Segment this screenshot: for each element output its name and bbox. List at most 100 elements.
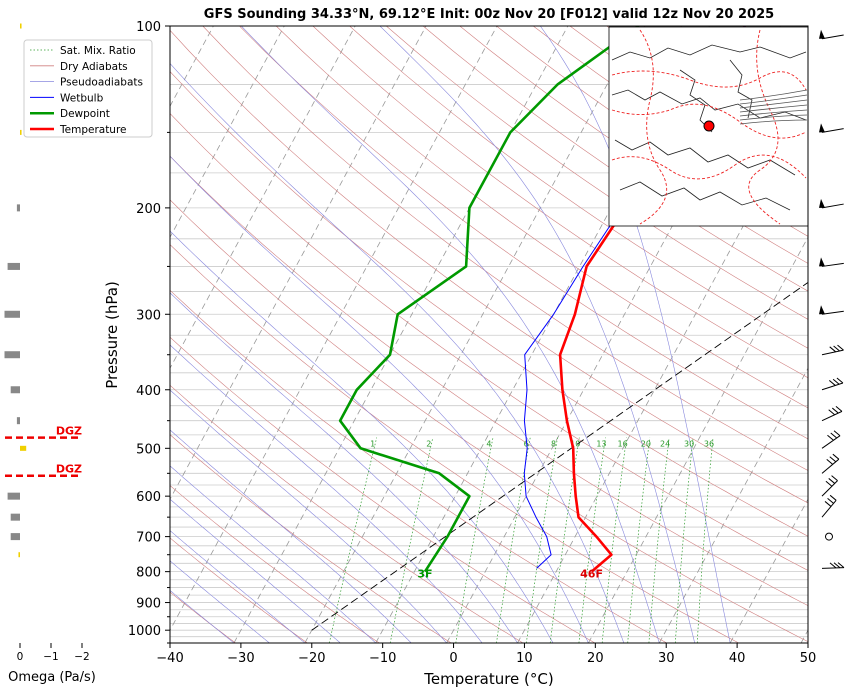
dgz-label: DGZ xyxy=(56,463,82,476)
mixing-ratio-label: 2 xyxy=(426,439,431,448)
mixing-ratio-label: 13 xyxy=(596,439,606,448)
wind-barb-feather xyxy=(832,453,840,460)
omega-tick-label: 0 xyxy=(17,651,24,663)
dry-adiabat-line xyxy=(275,26,808,409)
wind-barb-flag xyxy=(819,123,825,133)
legend: Sat. Mix. Ratio Dry Adiabats Pseudoadiabat… xyxy=(23,39,153,138)
wind-barb-feather xyxy=(829,346,837,353)
wind-barb-calm xyxy=(825,532,833,541)
dry-adiabat-line xyxy=(170,71,808,537)
omega-bar xyxy=(10,533,20,541)
x-tick-label: −10 xyxy=(369,651,396,666)
legend-entry: Temperature xyxy=(59,124,127,136)
omega-bar xyxy=(10,386,20,394)
pseudoadiabat-line xyxy=(241,26,660,643)
mixing-ratio-line xyxy=(389,437,434,643)
map-contour xyxy=(739,99,808,109)
wind-barb-staff xyxy=(821,262,844,267)
mixing-ratio-line xyxy=(525,437,558,643)
isotherm-line xyxy=(170,26,285,239)
wind-barb-flag xyxy=(819,305,825,315)
omega-bar xyxy=(4,310,20,318)
wind-barb-feather xyxy=(830,432,838,439)
wind-barb-flag xyxy=(819,257,825,267)
y-tick-label: 900 xyxy=(136,597,161,612)
mixing-ratio-line xyxy=(675,437,694,643)
x-tick-label: 40 xyxy=(729,651,746,666)
wind-barb-staff xyxy=(821,349,844,356)
pseudoadiabat-line xyxy=(170,590,235,643)
omega-panel: 0 −1 −2 Omega (Pa/s) DGZ DGZ xyxy=(4,23,96,685)
isotherm-line xyxy=(588,236,808,643)
wind-barb-feather xyxy=(837,344,844,351)
mixing-ratio-line xyxy=(496,437,531,643)
legend-entry: Sat. Mix. Ratio xyxy=(60,45,136,57)
wind-barb-staff xyxy=(821,567,845,569)
wind-barb-feather xyxy=(829,562,837,569)
map-contour xyxy=(739,89,808,101)
omega-bar xyxy=(18,552,20,558)
dry-adiabat-line xyxy=(170,199,808,643)
wind-barb-feather xyxy=(829,456,837,463)
dgz-label: DGZ xyxy=(56,425,82,438)
wind-barb-feather xyxy=(828,409,836,416)
omega-tick-label: −2 xyxy=(74,651,89,663)
pseudoadiabat-line xyxy=(170,155,589,643)
dry-adiabat-line xyxy=(170,434,452,643)
dry-adiabat-line xyxy=(170,113,808,571)
mixing-ratio-label: 30 xyxy=(684,439,694,448)
omega-bar xyxy=(20,23,22,29)
map-inset xyxy=(608,26,809,227)
y-tick-label: 800 xyxy=(136,566,161,581)
axes: −40 −30 −20 −10 0 10 20 30 40 50 100 200 300 400 500 60… xyxy=(128,20,816,666)
map-coastline xyxy=(614,139,796,176)
mixing-ratio-line xyxy=(455,437,494,643)
sounding-location-marker xyxy=(703,120,715,132)
dry-adiabat-line xyxy=(170,244,739,643)
y-tick-label: 600 xyxy=(136,490,161,505)
wind-barb-feather xyxy=(833,562,841,569)
dry-adiabat-line xyxy=(386,26,808,320)
omega-bar xyxy=(7,492,20,500)
wind-barb-staff xyxy=(821,458,840,474)
isotherm-line xyxy=(304,26,640,643)
wind-barb-feather xyxy=(829,494,837,501)
dry-adiabat-line xyxy=(170,336,596,643)
pseudoadiabat-line xyxy=(379,26,695,643)
wind-barb-feather xyxy=(835,405,843,412)
dry-adiabat-line xyxy=(170,384,524,643)
surface-dewpoint-label: 3F xyxy=(417,568,432,581)
mixing-ratio-label: 4 xyxy=(486,439,491,448)
map-coastline xyxy=(729,59,753,119)
wind-barb-feather xyxy=(833,345,840,352)
y-tick-label: 100 xyxy=(136,20,161,35)
wind-barb-staff xyxy=(821,499,837,518)
legend-entry: Wetbulb xyxy=(60,92,104,104)
mixing-ratio-label: 1 xyxy=(370,439,375,448)
y-tick-label: 300 xyxy=(136,308,161,323)
isotherm-line xyxy=(170,26,427,501)
mixing-ratio-line xyxy=(549,437,580,643)
omega-bar xyxy=(7,262,20,270)
map-contour xyxy=(739,109,808,117)
omega-bar xyxy=(10,513,20,521)
wind-barb-feather xyxy=(824,501,832,507)
wind-barb-staff xyxy=(821,382,844,391)
legend-entry: Pseudoadiabats xyxy=(60,77,143,89)
wind-barb-feather xyxy=(832,378,840,385)
wind-barbs xyxy=(807,26,845,643)
isotherm-line xyxy=(170,26,498,632)
mixing-ratio-line xyxy=(601,437,627,643)
wind-barb-feather xyxy=(826,458,834,465)
mixing-ratio-label: 24 xyxy=(660,439,670,448)
dry-adiabat-line xyxy=(170,591,236,643)
wind-barb-staff xyxy=(821,410,843,422)
surface-temperature-label: 46F xyxy=(580,568,603,581)
mixing-ratio-line xyxy=(328,437,378,643)
omega-bar xyxy=(4,351,20,359)
x-tick-label: 30 xyxy=(658,651,675,666)
x-tick-label: 50 xyxy=(800,651,817,666)
mixing-ratio-line xyxy=(648,437,670,643)
legend-entry: Dry Adiabats xyxy=(60,61,128,73)
